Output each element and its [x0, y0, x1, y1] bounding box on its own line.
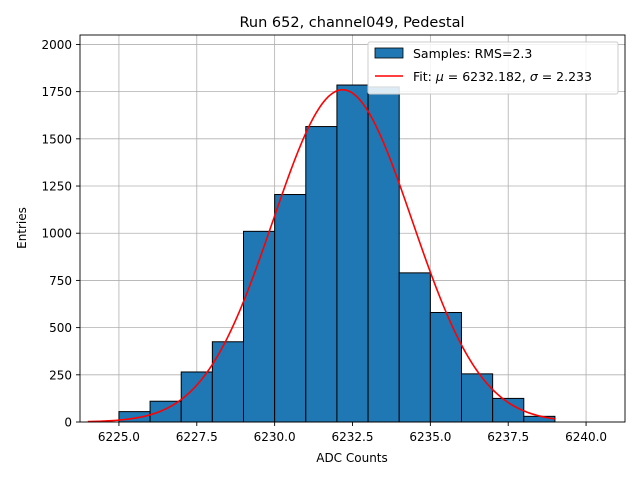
- legend: Samples: RMS=2.3 Fit: μ = 6232.182, σ = …: [367, 41, 619, 95]
- y-tick-label-3: 750: [49, 274, 72, 288]
- legend-label-samples: Samples: RMS=2.3: [413, 46, 532, 61]
- y-axis-label: Entries: [15, 207, 29, 249]
- y-tick-label-1: 250: [49, 368, 72, 382]
- legend-fit-mu-symbol: μ: [435, 69, 444, 84]
- histogram-bar-2: [180, 371, 213, 423]
- y-tick-label-8: 2000: [41, 38, 72, 52]
- histogram-bar-9: [398, 272, 431, 423]
- histogram-bar-1: [149, 400, 182, 423]
- x-axis-ticks: 6225.0 6227.5 6230.0 6232.5 6235.0 6237.5 6240…: [98, 422, 607, 444]
- gaussian-fit-curve: [87, 88, 556, 423]
- y-tick-label-0: 0: [64, 416, 72, 430]
- histogram-bar-3: [211, 341, 245, 423]
- x-tick-label-5: 6237.5: [487, 430, 529, 444]
- y-tick-label-6: 1500: [41, 132, 72, 146]
- histogram-bar-10: [429, 312, 463, 423]
- histogram-bar-5: [274, 194, 307, 423]
- x-tick-label-4: 6235.0: [409, 430, 451, 444]
- histogram-bar-7: [336, 84, 369, 423]
- y-tick-label-2: 500: [49, 321, 72, 335]
- legend-fit-prefix: Fit:: [413, 69, 436, 84]
- legend-box: [367, 41, 619, 95]
- histogram-bar-6: [305, 126, 338, 423]
- y-tick-label-4: 1000: [41, 227, 72, 241]
- legend-fit-sigma-value: = 2.233: [538, 69, 592, 84]
- legend-fit-mu-value: = 6232.182,: [444, 69, 530, 84]
- chart-title: Run 652, channel049, Pedestal: [239, 15, 464, 31]
- x-tick-label-0: 6225.0: [98, 430, 140, 444]
- y-tick-label-7: 1750: [41, 85, 72, 99]
- histogram-bar-11: [461, 373, 494, 423]
- legend-fit-sigma-symbol: σ: [530, 69, 539, 84]
- y-axis-ticks: 0 250 500 750 1000 1250 1500 1750 2000: [41, 38, 80, 430]
- x-tick-label-3: 6232.5: [332, 430, 374, 444]
- x-tick-label-2: 6230.0: [254, 430, 296, 444]
- x-tick-label-6: 6240.0: [565, 430, 607, 444]
- histogram-bar-13: [523, 415, 556, 423]
- y-tick-label-5: 1250: [41, 180, 72, 194]
- legend-label-fit: Fit: μ = 6232.182, σ = 2.233: [413, 69, 592, 84]
- legend-swatch-samples: [374, 47, 404, 59]
- histogram-bar-8: [367, 86, 400, 423]
- x-axis-label: ADC Counts: [316, 451, 388, 465]
- histogram-bars: [118, 84, 556, 423]
- x-tick-label-1: 6227.5: [176, 430, 218, 444]
